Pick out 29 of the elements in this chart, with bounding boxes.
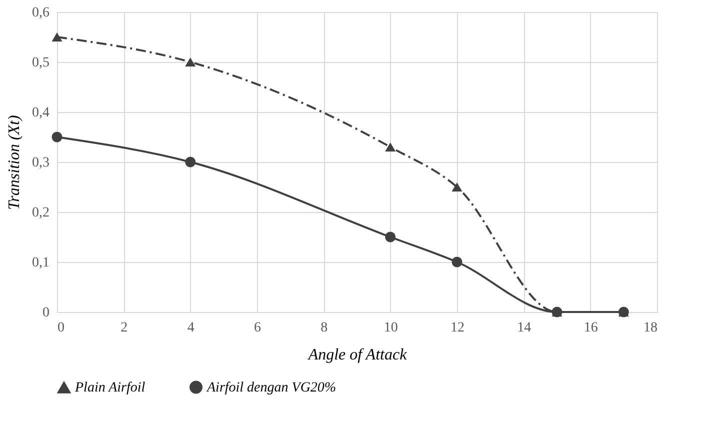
point <box>385 232 396 242</box>
x-tick-label: 8 <box>320 320 328 336</box>
y-tick-label: 0,3 <box>32 156 50 170</box>
x-tick-label: 10 <box>384 320 398 336</box>
x-tick-label: 18 <box>644 320 658 336</box>
x-axis-title: Angle of Attack <box>307 346 408 364</box>
legend-label: Airfoil dengan VG20% <box>206 380 336 396</box>
legend-label: Plain Airfoil <box>74 380 146 396</box>
y-tick-label: 0,2 <box>32 206 50 220</box>
y-tick-label: 0,1 <box>32 256 50 270</box>
y-tick-label: 0,6 <box>32 6 50 20</box>
y-axis-title: Transition (Xt) <box>6 115 23 210</box>
point <box>185 57 196 67</box>
point <box>385 142 396 152</box>
point <box>452 256 462 268</box>
y-tick-label: 0,4 <box>32 106 50 120</box>
point <box>452 182 462 192</box>
x-tick-label: 4 <box>187 320 194 336</box>
point <box>185 156 196 168</box>
point <box>52 32 62 42</box>
x-tick-label: 16 <box>584 320 598 336</box>
point <box>52 132 62 142</box>
x-tick-label: 14 <box>517 320 532 336</box>
y-tick-label: 0 <box>42 306 50 320</box>
y-tick-label: 0,5 <box>32 56 50 70</box>
x-tick-label: 0 <box>58 320 64 336</box>
x-tick-label: 2 <box>120 320 128 336</box>
x-tick-label: 6 <box>254 320 261 336</box>
x-tick-label: 12 <box>450 320 464 336</box>
